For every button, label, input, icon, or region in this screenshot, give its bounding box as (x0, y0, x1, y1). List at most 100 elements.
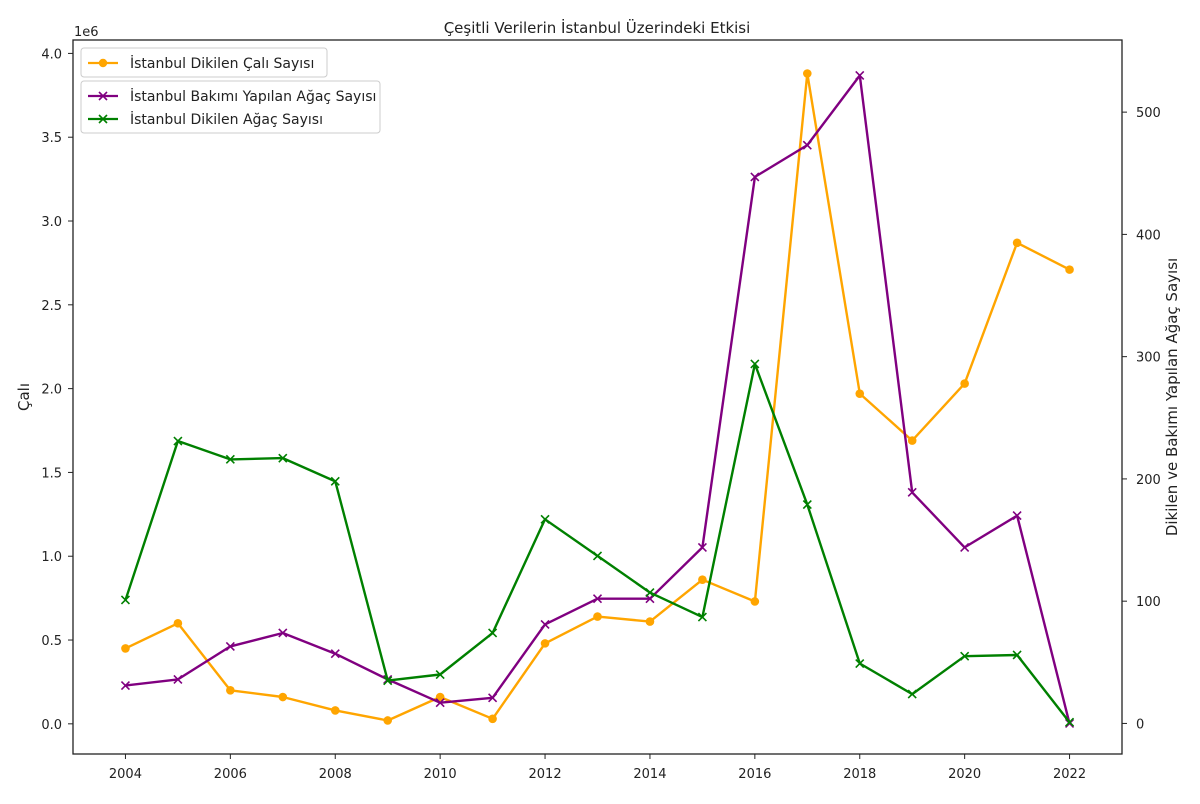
y2-tick-label: 500 (1136, 106, 1161, 121)
x-tick-label: 2014 (633, 767, 666, 782)
x-tick-label: 2018 (843, 767, 876, 782)
data-point (592, 551, 603, 561)
series-maintained-trees (120, 70, 1075, 729)
data-point (697, 542, 707, 552)
data-point (960, 542, 970, 552)
data-point (435, 669, 445, 680)
x-tick-label: 2022 (1053, 767, 1086, 782)
data-point (383, 716, 393, 725)
legend-trees: İstanbul Bakımı Yapılan Ağaç Sayısı İsta… (80, 80, 381, 134)
data-point (1065, 265, 1074, 274)
data-point (1012, 511, 1022, 521)
ticks-layer: 2004 2006 2008 2010 2012 2014 2016 2018 2020 2022… (41, 47, 1161, 782)
y2-tick-label: 0 (1136, 717, 1144, 732)
data-point (907, 689, 917, 699)
y-tick-label: 0.5 (41, 634, 62, 649)
y-tick-label: 2.0 (41, 383, 62, 398)
legend-maintained-label: İstanbul Bakımı Yapılan Ağaç Sayısı (130, 87, 376, 105)
series-layer (120, 69, 1075, 729)
data-point (278, 628, 288, 638)
legend-trees-box (80, 80, 381, 134)
data-point (226, 686, 235, 695)
plot-frame (72, 39, 1123, 755)
data-point (593, 612, 602, 621)
data-point (488, 714, 497, 724)
data-point (802, 500, 812, 510)
data-point (488, 693, 498, 703)
data-point (907, 487, 917, 497)
y-tick-label: 3.0 (41, 215, 62, 230)
legend-shrub-label: İstanbul Dikilen Çalı Sayısı (130, 54, 314, 72)
data-point (278, 692, 288, 702)
data-point (225, 641, 235, 651)
y2-tick-label: 400 (1136, 228, 1161, 243)
series-line-maintained-trees (125, 74, 1071, 724)
y-tick-label: 0.0 (41, 718, 62, 733)
data-point (173, 674, 183, 684)
y-axis-offset-label: 1e6 (74, 25, 99, 40)
data-point (540, 619, 550, 629)
legend-shrub-marker (98, 58, 108, 68)
y-axis-title: Çalı (15, 383, 33, 411)
data-point (330, 649, 340, 659)
series-line-shrub (124, 72, 1071, 722)
y2-tick-label: 200 (1136, 473, 1161, 488)
y2-tick-label: 100 (1136, 595, 1161, 610)
series-shrub (121, 69, 1074, 725)
data-point (802, 140, 812, 150)
data-point (330, 706, 340, 715)
data-point (173, 618, 183, 628)
data-point (120, 595, 131, 605)
data-point (803, 69, 812, 78)
data-point (225, 454, 235, 464)
data-point (645, 588, 655, 598)
x-tick-label: 2016 (738, 767, 771, 782)
data-point (120, 680, 131, 691)
data-point (383, 676, 393, 686)
data-point (960, 651, 970, 661)
data-point (278, 453, 288, 463)
chart-title: Çeşitli Verilerin İstanbul Üzerindeki Et… (444, 18, 751, 37)
legend-planted-marker (98, 114, 108, 124)
data-point (960, 379, 969, 388)
legend-maintained-marker (98, 91, 108, 101)
y-tick-label: 1.0 (41, 550, 62, 565)
data-point (907, 436, 917, 445)
data-point (1064, 717, 1075, 727)
y-tick-label: 1.5 (41, 466, 62, 481)
x-tick-label: 2012 (529, 767, 562, 782)
data-point (330, 476, 340, 486)
y-tick-label: 3.5 (41, 131, 62, 146)
data-point (855, 389, 865, 398)
x-tick-label: 2008 (319, 767, 352, 782)
data-point (173, 436, 183, 446)
y-tick-label: 2.5 (41, 299, 62, 314)
data-point (750, 359, 760, 369)
x-tick-label: 2004 (109, 767, 142, 782)
series-planted-trees (120, 359, 1075, 727)
data-point (855, 658, 865, 669)
legend-shrub-box (80, 47, 328, 78)
data-point (645, 617, 655, 626)
data-point (488, 628, 498, 638)
series-line-planted-trees (124, 362, 1071, 723)
data-point (1012, 650, 1022, 660)
data-point (540, 514, 550, 524)
data-point (750, 172, 760, 182)
data-point (435, 698, 445, 708)
y-tick-label: 4.0 (41, 47, 62, 62)
data-point (540, 639, 550, 648)
data-point (121, 644, 130, 653)
data-point (1012, 238, 1022, 248)
y2-axis-title: Dikilen ve Bakımı Yapılan Ağaç Sayısı (1163, 258, 1181, 536)
data-point (698, 575, 707, 584)
legend-planted-label: İstanbul Dikilen Ağaç Sayısı (130, 110, 323, 128)
x-tick-label: 2020 (948, 767, 981, 782)
data-point (750, 597, 760, 606)
x-tick-label: 2010 (424, 767, 457, 782)
data-point (592, 594, 603, 604)
x-tick-label: 2006 (214, 767, 247, 782)
legend-shrub: İstanbul Dikilen Çalı Sayısı (80, 47, 328, 78)
